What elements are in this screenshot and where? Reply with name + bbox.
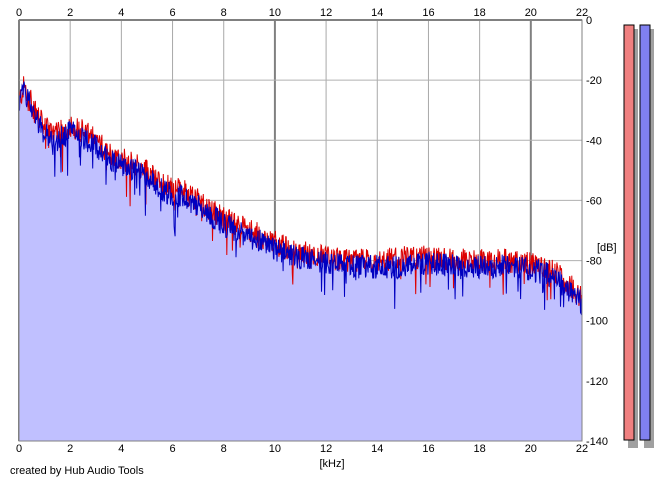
y-tick-label: -120 [586, 376, 608, 388]
x-tick-label-bottom: 4 [118, 443, 124, 455]
level-meter-left [623, 24, 638, 448]
spectrum-area-fill [19, 76, 582, 442]
x-tick-label-top: 20 [525, 7, 537, 19]
x-tick-label-bottom: 20 [525, 443, 537, 455]
x-tick-labels-bottom: 0 2 4 6 8 10 12 14 16 18 20 22 [16, 443, 588, 455]
y-tick-labels: 0 -20 -40 -60 -80 -100 -120 -140 [586, 15, 608, 448]
y-tick-label: -140 [586, 436, 608, 448]
x-tick-label-bottom: 12 [320, 443, 332, 455]
x-tick-label-top: 6 [169, 7, 175, 19]
x-tick-label-top: 8 [221, 7, 227, 19]
plot-frame [18, 19, 583, 442]
y-tick-label: -80 [586, 256, 602, 268]
level-meter-right-bar [639, 24, 651, 441]
x-tick-label-bottom: 10 [269, 443, 281, 455]
x-tick-label-bottom: 8 [221, 443, 227, 455]
x-tick-label-bottom: 14 [371, 443, 383, 455]
y-tick-label: -40 [586, 135, 602, 147]
level-meter-left-bar [623, 24, 635, 441]
y-axis-label: [dB] [597, 242, 617, 254]
x-tick-label-top: 18 [474, 7, 486, 19]
x-tick-label-top: 14 [371, 7, 383, 19]
x-tick-label-top: 12 [320, 7, 332, 19]
level-meter-right [639, 24, 654, 448]
x-tick-label-bottom: 16 [422, 443, 434, 455]
x-tick-label-top: 22 [576, 7, 588, 19]
y-tick-label: -20 [586, 75, 602, 87]
x-tick-label-bottom: 18 [474, 443, 486, 455]
x-tick-label-top: 16 [422, 7, 434, 19]
credit-text: created by Hub Audio Tools [10, 465, 144, 477]
x-tick-labels-top: 0 2 4 6 8 10 12 14 16 18 20 22 [16, 7, 588, 19]
x-tick-label-bottom: 22 [576, 443, 588, 455]
y-tick-label: 0 [586, 15, 592, 27]
x-tick-label-bottom: 0 [16, 443, 22, 455]
y-tick-label: -100 [586, 316, 608, 328]
series-line-right [18, 81, 583, 316]
x-tick-label-top: 10 [269, 7, 281, 19]
x-tick-label-bottom: 2 [67, 443, 73, 455]
x-axis-label: [kHz] [319, 458, 344, 470]
x-tick-label-bottom: 6 [169, 443, 175, 455]
y-tick-label: -60 [586, 195, 602, 207]
x-tick-label-top: 0 [16, 7, 22, 19]
x-tick-label-top: 2 [67, 7, 73, 19]
x-tick-label-top: 4 [118, 7, 124, 19]
